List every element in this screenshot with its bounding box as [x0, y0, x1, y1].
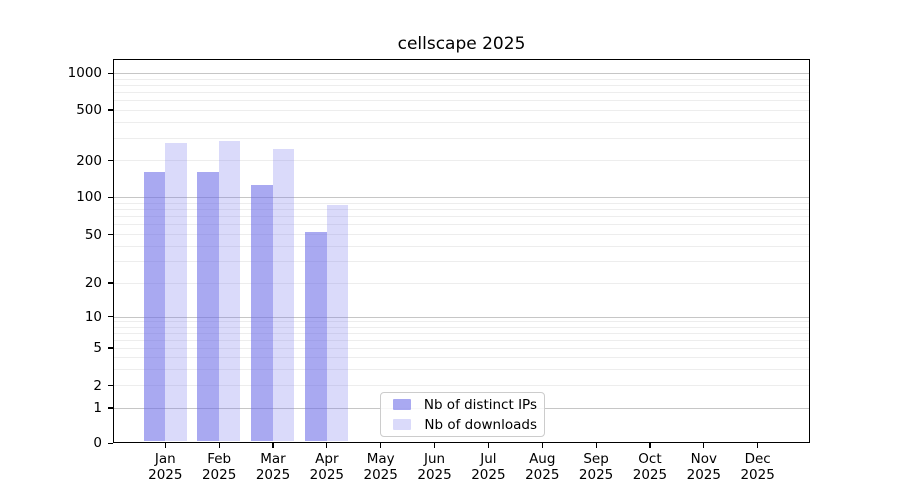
x-tick-label-sep: Sep 2025 — [578, 451, 614, 483]
plot-area — [113, 59, 810, 443]
gridline-10 — [114, 316, 809, 318]
y-tick-label-50: 50 — [84, 226, 102, 243]
x-tick-label-jun: Jun 2025 — [417, 451, 452, 483]
y-tick-mark-1000 — [108, 72, 113, 74]
gridline-2 — [114, 385, 809, 387]
legend-row-downloads: Nb of downloads — [388, 416, 537, 433]
gridline-400 — [114, 122, 809, 124]
gridline-40 — [114, 246, 809, 247]
x-tick-mark-jul — [487, 443, 489, 448]
y-tick-mark-1 — [108, 407, 113, 409]
y-tick-mark-10 — [108, 316, 113, 318]
gridline-300 — [114, 137, 809, 139]
y-tick-mark-200 — [108, 160, 113, 162]
gridline-90 — [114, 202, 809, 204]
gridline-100 — [114, 197, 809, 198]
gridline-60 — [114, 224, 809, 226]
y-tick-mark-0 — [108, 442, 113, 444]
gridline-6 — [114, 339, 809, 341]
gridline-20 — [114, 282, 809, 284]
y-tick-mark-100 — [108, 196, 113, 198]
x-tick-label-aug: Aug 2025 — [525, 451, 560, 483]
legend-swatch-downloads — [393, 419, 412, 430]
x-tick-label-mar: Mar 2025 — [255, 451, 291, 483]
gridline-500 — [114, 109, 809, 111]
x-tick-mark-apr — [326, 443, 328, 448]
x-tick-mark-oct — [649, 443, 651, 448]
gridline-3 — [114, 368, 809, 370]
legend-row-distinct-ips: Nb of distinct IPs — [388, 396, 537, 413]
gridline-9 — [114, 321, 809, 323]
bar-downloads-mar — [272, 149, 295, 442]
bar-distinct-ips-jan — [143, 172, 165, 442]
legend-swatch-distinct-ips — [393, 399, 411, 410]
x-tick-label-jul: Jul 2025 — [471, 451, 506, 483]
gridline-800 — [114, 84, 809, 86]
y-tick-label-2: 2 — [93, 377, 102, 394]
y-tick-label-500: 500 — [76, 102, 102, 118]
gridline-700 — [114, 91, 809, 93]
x-tick-mark-aug — [541, 443, 543, 448]
gridline-8 — [114, 326, 809, 328]
x-tick-mark-sep — [595, 443, 597, 448]
legend-label-distinct-ips: Nb of distinct IPs — [423, 396, 537, 413]
x-tick-label-jan: Jan 2025 — [148, 451, 183, 483]
y-tick-label-1000: 1000 — [67, 65, 102, 82]
x-tick-mark-feb — [218, 443, 220, 448]
y-tick-mark-500 — [108, 109, 113, 111]
x-tick-mark-mar — [272, 443, 274, 448]
x-tick-mark-may — [380, 443, 382, 448]
gridline-900 — [114, 78, 809, 80]
gridline-4 — [114, 356, 809, 358]
bar-downloads-jan — [165, 142, 187, 442]
bar-distinct-ips-apr — [305, 232, 327, 442]
bar-distinct-ips-feb — [197, 171, 219, 442]
gridline-200 — [114, 160, 809, 162]
gridline-5 — [114, 347, 809, 349]
y-tick-mark-2 — [108, 384, 113, 387]
y-tick-label-100: 100 — [76, 189, 102, 206]
legend: Nb of distinct IPs Nb of downloads — [380, 392, 545, 437]
y-tick-label-1: 1 — [93, 400, 102, 416]
chart-title: cellscape 2025 — [397, 34, 526, 54]
y-tick-label-0: 0 — [93, 435, 102, 452]
gridline-30 — [114, 261, 809, 263]
y-tick-label-10: 10 — [84, 308, 102, 325]
y-tick-label-5: 5 — [93, 340, 102, 356]
x-tick-mark-jan — [164, 443, 166, 448]
x-tick-label-dec: Dec 2025 — [740, 451, 775, 483]
x-tick-mark-jun — [433, 443, 436, 448]
gridline-1000 — [114, 73, 809, 74]
x-tick-label-oct: Oct 2025 — [632, 451, 668, 483]
bar-distinct-ips-mar — [251, 185, 273, 442]
x-tick-label-feb: Feb 2025 — [201, 451, 237, 483]
gridline-80 — [114, 208, 809, 210]
y-tick-label-200: 200 — [76, 152, 102, 169]
y-tick-mark-50 — [108, 233, 113, 236]
gridline-600 — [114, 100, 809, 102]
y-tick-label-20: 20 — [84, 275, 102, 291]
legend-label-downloads: Nb of downloads — [424, 416, 537, 433]
x-tick-mark-nov — [703, 443, 705, 448]
bar-downloads-apr — [326, 205, 349, 442]
y-tick-mark-20 — [108, 282, 113, 284]
gridline-7 — [114, 332, 809, 334]
x-tick-label-nov: Nov 2025 — [686, 451, 721, 483]
y-tick-mark-5 — [108, 347, 113, 349]
bar-downloads-feb — [218, 141, 241, 442]
gridline-50 — [114, 234, 809, 236]
x-tick-mark-dec — [757, 443, 759, 448]
x-tick-label-may: May 2025 — [363, 451, 398, 483]
gridline-70 — [114, 216, 809, 218]
x-tick-label-apr: Apr 2025 — [309, 451, 345, 483]
